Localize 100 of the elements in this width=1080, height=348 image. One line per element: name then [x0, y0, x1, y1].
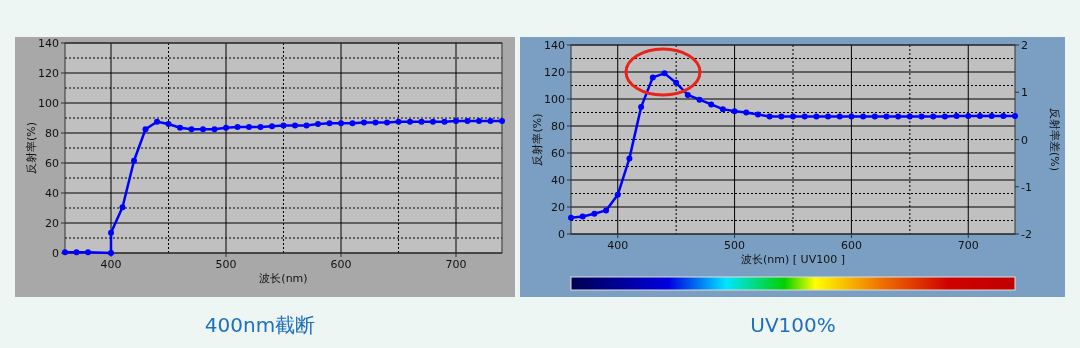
- point: [361, 119, 367, 126]
- y2-axis-title: 反射率差(%): [1048, 107, 1061, 172]
- point: [941, 113, 948, 120]
- point: [280, 122, 287, 129]
- y-tick-label: 0: [52, 247, 59, 260]
- point: [883, 113, 890, 120]
- point: [836, 113, 843, 120]
- point: [85, 249, 91, 256]
- x-tick-label: 500: [215, 258, 237, 271]
- point: [614, 191, 621, 198]
- point: [895, 113, 902, 120]
- point: [708, 101, 715, 108]
- point: [384, 119, 390, 126]
- point: [165, 121, 172, 127]
- point: [848, 113, 855, 120]
- x-tick-label: 600: [840, 239, 862, 252]
- point: [246, 124, 252, 130]
- point: [778, 113, 785, 120]
- y2-tick-label: 2: [1021, 39, 1028, 52]
- y-tick-label: 120: [38, 67, 59, 80]
- point: [476, 118, 482, 124]
- y2-tick-label: 1: [1021, 86, 1028, 100]
- point: [638, 104, 645, 111]
- point: [407, 118, 413, 125]
- point: [673, 79, 680, 86]
- point: [269, 123, 275, 130]
- y-tick-label: 60: [45, 157, 59, 170]
- y-tick-label: 80: [45, 127, 59, 140]
- point: [813, 113, 820, 120]
- point: [200, 126, 206, 133]
- x-tick-label: 700: [445, 258, 467, 271]
- point: [918, 113, 925, 120]
- y-axis-title: 反射率(%): [531, 113, 544, 166]
- point: [177, 124, 183, 131]
- point: [349, 120, 356, 127]
- point: [930, 113, 937, 120]
- y-tick-label: 100: [544, 93, 565, 106]
- point: [453, 118, 459, 124]
- point: [603, 207, 610, 214]
- point: [1000, 112, 1007, 119]
- point: [860, 113, 867, 120]
- x-tick-label: 700: [957, 239, 979, 252]
- point: [731, 108, 738, 115]
- point: [487, 118, 494, 124]
- point: [766, 113, 773, 120]
- point: [591, 210, 598, 217]
- y-tick-label: 60: [551, 147, 565, 160]
- y-tick-label: 80: [551, 120, 565, 133]
- point: [154, 118, 160, 125]
- point: [719, 106, 726, 113]
- point: [395, 118, 402, 125]
- point: [315, 121, 321, 127]
- point: [292, 122, 298, 129]
- point: [131, 157, 137, 164]
- y-tick-label: 40: [45, 187, 59, 200]
- point: [108, 229, 114, 236]
- x-tick-label: 400: [607, 239, 629, 252]
- point: [965, 112, 972, 119]
- point: [953, 112, 960, 119]
- point: [754, 111, 761, 118]
- point: [142, 126, 149, 133]
- point: [73, 249, 80, 256]
- text: 400nm截断: [204, 313, 316, 337]
- point: [790, 113, 796, 120]
- point: [906, 113, 913, 120]
- point: [579, 213, 586, 220]
- point: [211, 126, 218, 133]
- point: [234, 124, 241, 130]
- x-tick-label: 500: [724, 239, 746, 252]
- point: [303, 122, 310, 129]
- point: [326, 120, 333, 127]
- point: [684, 91, 691, 98]
- point: [418, 118, 425, 125]
- point: [441, 118, 448, 125]
- x-axis-title: 波长(nm) [ UV100 ]: [741, 253, 845, 266]
- text: UV100%: [750, 313, 836, 337]
- point: [743, 109, 750, 116]
- y-tick-label: 120: [544, 66, 565, 79]
- y-axis-title: 反射率(%): [25, 121, 38, 175]
- point: [626, 155, 633, 162]
- point: [257, 124, 264, 130]
- x-axis-title: 波长(nm): [259, 272, 308, 285]
- y2-tick-label: 0: [1021, 133, 1028, 147]
- point: [223, 124, 229, 131]
- point: [661, 70, 668, 77]
- y-tick-label: 140: [38, 37, 59, 50]
- point: [499, 118, 505, 124]
- y2-tick-label: -1: [1021, 180, 1032, 194]
- y-tick-label: 20: [551, 201, 565, 214]
- point: [372, 119, 379, 126]
- y2-tick-label: -2: [1021, 228, 1032, 241]
- point: [1012, 112, 1018, 119]
- point: [338, 120, 344, 127]
- y-tick-label: 0: [558, 228, 565, 241]
- point: [430, 118, 436, 125]
- point: [976, 112, 983, 119]
- point: [568, 214, 574, 221]
- y-tick-label: 100: [38, 97, 59, 110]
- point: [696, 96, 703, 103]
- x-tick-label: 400: [100, 258, 122, 271]
